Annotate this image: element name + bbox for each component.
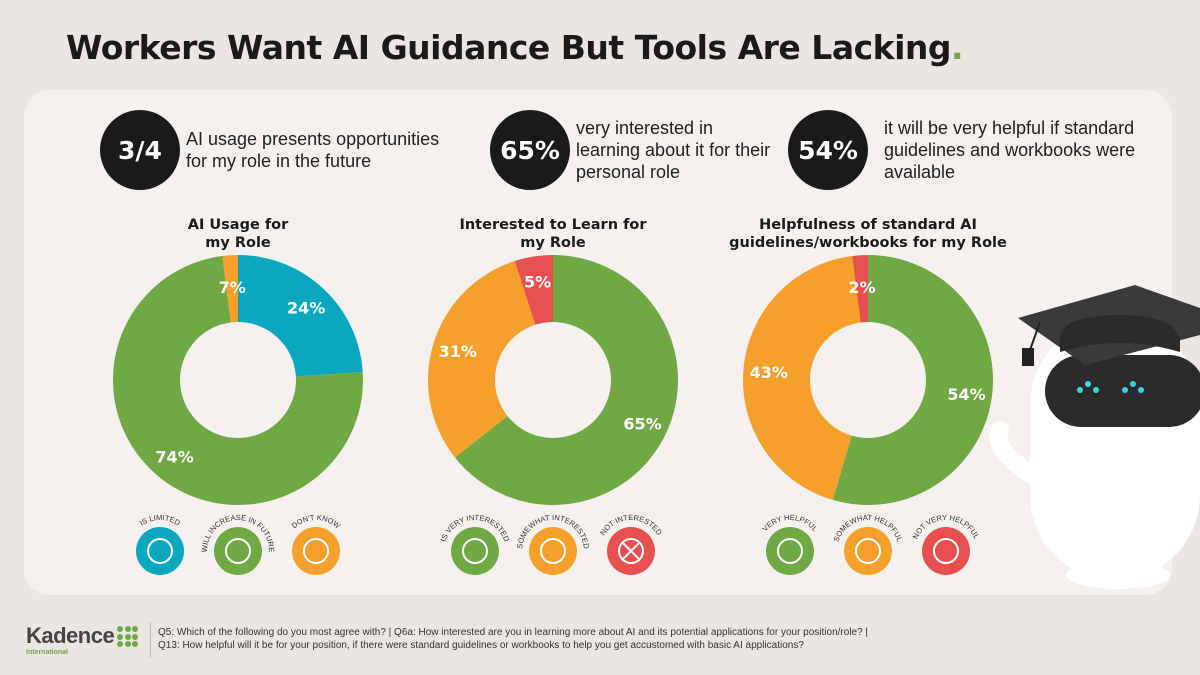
slice-label: 7% [219,278,246,297]
slice-label: 65% [623,414,661,433]
donut-slice [238,255,363,377]
hand-blocked-icon [922,527,970,575]
legend-item: IS LIMITED [136,513,184,575]
handshake-check-icon [766,527,814,575]
stat-value: 65% [490,110,570,190]
stat-value: 54% [788,110,868,190]
kadence-logo: Kadence International [26,624,146,664]
slice-label: 54% [947,385,985,404]
stat-text: very interested in learning about it for… [576,118,771,182]
robot-mascot-illustration [989,285,1200,589]
donut-slice [514,255,553,325]
slice-label: 2% [849,278,876,297]
head-heart-icon [529,527,577,575]
legend-item: SOMEWHAT HELPFUL [832,513,904,575]
legend-item: IS VERY INTERESTED [439,513,512,575]
graduation-cap-icon [1018,285,1200,366]
chart-title-1: AI Usage for my Role [187,217,289,251]
legend-item: DON'T KNOW [290,513,343,575]
slice-label: 5% [524,273,551,292]
stat-3: 54% it will be very helpful if standard … [788,110,1164,190]
stat-text: it will be very helpful if standard guid… [884,118,1136,182]
legend-item: NOT VERY HELPFUL [911,513,981,575]
donut-slice [742,256,861,500]
legend-item: VERY HELPFUL [760,513,820,575]
slice-label: 24% [287,298,325,317]
legend-item: SOMEWHAT INTERESTED [515,513,591,575]
donut-slice [454,255,678,505]
footer-divider [150,622,151,658]
chart-title-3: Helpfulness of standard AI guidelines/wor… [729,217,1007,251]
stat-value: 3/4 [100,110,180,190]
slice-label: 74% [155,448,193,467]
legend-label: IS LIMITED [138,513,182,528]
slice-label: 31% [439,342,477,361]
page-title: Workers Want AI Guidance But Tools Are L… [66,28,964,67]
question-icon [292,527,340,575]
legend-item: NOT INTERESTED [598,513,664,575]
footnote: Q5: Which of the following do you most a… [158,627,869,651]
chart-title-2: Interested to Learn for my Role [459,217,647,251]
handshake-gear-icon [451,527,499,575]
legend-item: WILL INCREASE IN FUTURE [200,513,276,575]
donut-slice [428,260,536,458]
donut-slice [852,255,868,323]
hand-exclamation-icon [136,527,184,575]
stat-1: 3/4 AI usage presents opportunities for … [100,110,446,190]
slice-label: 43% [750,363,788,382]
stat-text: AI usage presents opportunities for my r… [186,129,440,171]
donut-chart-1: 24% 74% 7% IS LIMITED WILL INCREASE IN FUTUR… [113,255,363,575]
donut-slice [222,255,238,323]
hand-info-icon [844,527,892,575]
donut-slice [113,255,363,506]
growth-arrow-icon [214,527,262,575]
donut-slice [832,255,994,506]
stat-2: 65% very interested in learning about it… [490,110,776,190]
